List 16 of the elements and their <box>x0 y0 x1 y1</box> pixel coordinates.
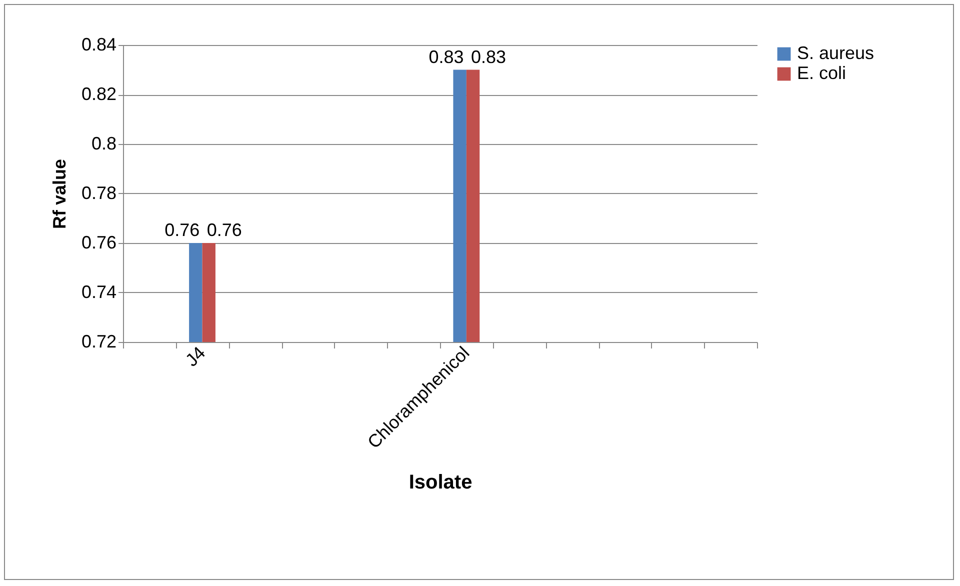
x-axis-title: Isolate <box>408 471 472 494</box>
data-label: 0.83 <box>428 46 464 67</box>
y-tick-label: 0.78 <box>81 183 116 203</box>
y-tick-label: 0.74 <box>81 282 116 302</box>
data-label: 0.76 <box>206 220 242 240</box>
y-tick-label: 0.76 <box>81 232 116 252</box>
legend-label: E. coli <box>797 63 846 83</box>
data-label: 0.83 <box>471 46 506 67</box>
y-tick-label: 0.72 <box>81 332 116 352</box>
y-tick-label: 0.84 <box>81 34 116 54</box>
y-tick-label: 0.8 <box>91 134 116 154</box>
y-axis-title: Rf value <box>49 158 70 230</box>
legend-label: S. aureus <box>797 43 874 63</box>
x-tick-label: J4 <box>182 342 210 370</box>
y-tick-label: 0.82 <box>81 84 116 104</box>
data-label: 0.76 <box>164 220 200 240</box>
